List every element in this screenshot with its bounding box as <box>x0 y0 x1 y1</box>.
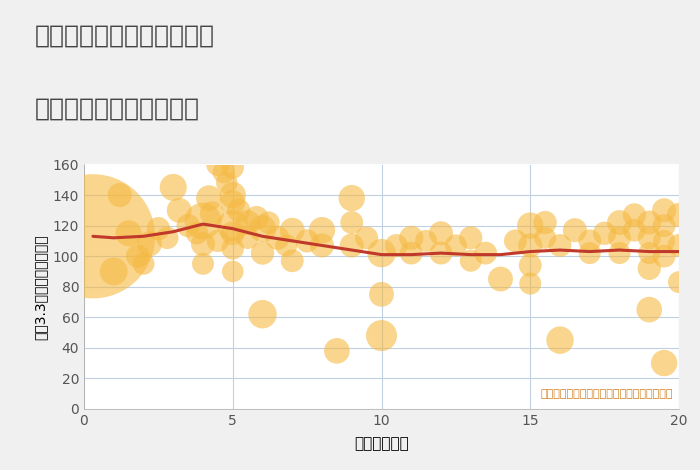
Point <box>183 222 194 229</box>
Point <box>114 191 125 199</box>
Point <box>316 227 328 234</box>
Point <box>162 234 173 242</box>
Point <box>480 249 491 257</box>
Point <box>361 234 372 242</box>
Point <box>227 268 238 275</box>
Point <box>406 234 417 242</box>
Point <box>614 219 625 226</box>
Point <box>659 359 670 367</box>
Point <box>376 249 387 257</box>
Point <box>659 252 670 260</box>
Point <box>525 261 536 269</box>
Point <box>227 229 238 237</box>
Point <box>138 260 149 267</box>
Point <box>391 242 402 249</box>
Point <box>673 211 685 219</box>
Point <box>218 168 230 176</box>
Point <box>629 227 640 234</box>
Point <box>346 242 357 249</box>
Text: 千葉県市原市ちはら台西の: 千葉県市原市ちはら台西の <box>35 23 215 47</box>
Point <box>174 207 185 214</box>
Point <box>263 219 274 226</box>
Point <box>251 214 262 222</box>
Point <box>659 237 670 244</box>
Point <box>346 219 357 226</box>
Point <box>168 184 179 191</box>
Point <box>331 347 342 354</box>
Point <box>227 191 238 199</box>
Point <box>644 234 655 242</box>
Point <box>673 242 685 249</box>
Point <box>525 242 536 249</box>
Point <box>197 240 209 248</box>
Point <box>203 194 214 202</box>
Point <box>212 237 223 244</box>
Point <box>257 249 268 257</box>
Point <box>540 234 551 242</box>
Point <box>644 219 655 226</box>
Point <box>406 249 417 257</box>
Point <box>435 249 447 257</box>
Point <box>88 233 99 240</box>
Point <box>257 310 268 318</box>
Point <box>554 337 566 344</box>
Point <box>569 227 580 234</box>
Point <box>206 210 218 217</box>
Point <box>584 249 595 257</box>
Point <box>221 179 232 187</box>
Point <box>144 240 155 248</box>
Point <box>287 257 298 265</box>
Point <box>272 234 283 242</box>
Point <box>108 268 119 275</box>
Point <box>525 222 536 229</box>
Point <box>540 219 551 226</box>
Point <box>212 161 223 168</box>
Point <box>316 242 328 249</box>
Point <box>614 234 625 242</box>
Point <box>644 306 655 313</box>
Point <box>302 237 313 244</box>
Text: 駅距離別中古戸建て価格: 駅距離別中古戸建て価格 <box>35 96 200 120</box>
Point <box>123 229 134 237</box>
Point <box>197 217 209 225</box>
Point <box>242 219 253 226</box>
X-axis label: 駅距離（分）: 駅距離（分） <box>354 436 409 451</box>
Point <box>659 222 670 229</box>
Point <box>614 249 625 257</box>
Point <box>510 237 521 244</box>
Point <box>227 222 238 229</box>
Point <box>435 229 447 237</box>
Point <box>227 164 238 172</box>
Text: 円の大きさは、取引のあった物件面積を示す: 円の大きさは、取引のあった物件面積を示す <box>540 389 673 399</box>
Point <box>465 234 476 242</box>
Point <box>376 332 387 339</box>
Point <box>629 211 640 219</box>
Y-axis label: 坪（3.3㎡）単価（万円）: 坪（3.3㎡）単価（万円） <box>33 234 47 339</box>
Point <box>421 237 432 244</box>
Point <box>242 234 253 242</box>
Point <box>599 229 610 237</box>
Point <box>132 252 144 260</box>
Point <box>376 290 387 298</box>
Point <box>450 242 461 249</box>
Point <box>584 237 595 244</box>
Point <box>227 245 238 252</box>
Point <box>287 227 298 234</box>
Point <box>673 278 685 286</box>
Point <box>281 242 292 249</box>
Point <box>659 207 670 214</box>
Point <box>495 275 506 283</box>
Point <box>192 229 203 237</box>
Point <box>554 242 566 249</box>
Point <box>233 207 244 214</box>
Point <box>465 257 476 265</box>
Point <box>644 265 655 272</box>
Point <box>525 280 536 287</box>
Point <box>227 199 238 206</box>
Point <box>197 260 209 267</box>
Point <box>257 225 268 233</box>
Point <box>644 249 655 257</box>
Point <box>153 225 164 233</box>
Point <box>346 194 357 202</box>
